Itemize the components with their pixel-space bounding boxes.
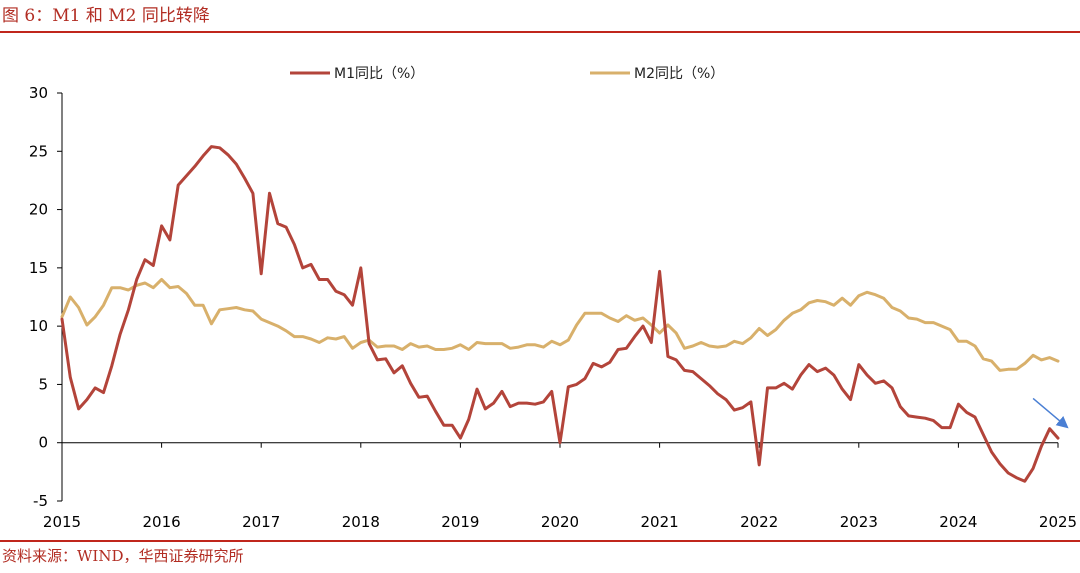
m1-series-line xyxy=(60,145,1060,483)
x-tick-label: 2021 xyxy=(641,513,679,531)
y-tick-label: 20 xyxy=(29,201,48,219)
figure-title: 图 6：M1 和 M2 同比转降 xyxy=(2,6,210,26)
legend-item-m2-label: M2同比（%） xyxy=(634,66,724,82)
y-tick-label: 15 xyxy=(29,259,48,277)
trend-arrow xyxy=(1032,397,1069,429)
top-rule xyxy=(0,31,1080,33)
x-tick-label: 2018 xyxy=(342,513,380,531)
x-tick-label: 2023 xyxy=(840,513,878,531)
y-tick-label: 30 xyxy=(29,84,48,102)
y-tick-label: 5 xyxy=(38,375,48,393)
source-note: 资料来源：WIND，华西证券研究所 xyxy=(2,547,244,565)
x-tick-label: 2020 xyxy=(541,513,579,531)
series-lines xyxy=(60,145,1060,483)
x-tick-label: 2022 xyxy=(740,513,778,531)
x-tick-label: 2025 xyxy=(1039,513,1077,531)
y-tick-label: -5 xyxy=(33,492,48,510)
y-tick-label: 10 xyxy=(29,317,48,335)
x-tick-label: 2015 xyxy=(43,513,81,531)
m2-series-line xyxy=(60,278,1060,372)
chart-annotations xyxy=(1032,397,1069,429)
x-tick-label: 2016 xyxy=(143,513,181,531)
x-tick-label: 2017 xyxy=(242,513,280,531)
y-tick-label: 0 xyxy=(38,434,48,452)
y-tick-label: 25 xyxy=(29,142,48,160)
chart-legend: M1同比（%） M2同比（%） xyxy=(290,66,724,82)
x-tick-label: 2019 xyxy=(441,513,479,531)
x-tick-label: 2024 xyxy=(939,513,977,531)
bottom-rule xyxy=(0,540,1080,542)
legend-item-m1-label: M1同比（%） xyxy=(334,66,424,82)
